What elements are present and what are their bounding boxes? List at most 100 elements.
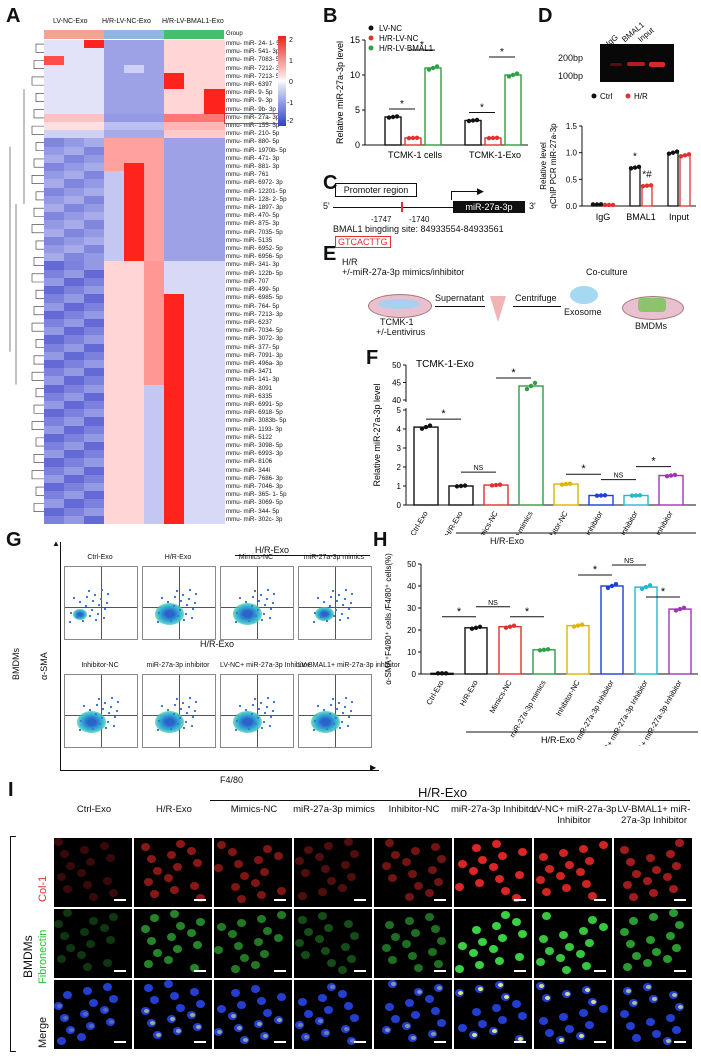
heatmap-cell: [104, 97, 125, 107]
heatmap-cell: [164, 310, 185, 320]
data-point: [506, 74, 512, 79]
heatmap-cell: [104, 286, 125, 295]
row-label: mmu- miR- 880- 5p: [226, 138, 280, 146]
data-point: [458, 483, 464, 489]
heatmap-cell: [104, 220, 125, 230]
heatmap-cell: [144, 327, 165, 336]
data-point: [567, 481, 573, 486]
heatmap-cell: [44, 122, 65, 131]
heatmap-cell: [124, 89, 145, 98]
pos-1747: -1747: [371, 215, 392, 224]
i-cell: [54, 1002, 63, 1010]
dendro-trunk: [9, 89, 25, 385]
data-point: [674, 149, 680, 154]
i-cell: [666, 1014, 675, 1022]
heatmap-cell: [204, 163, 225, 172]
heatmap-cell: [164, 48, 185, 57]
heatmap-cell: [84, 253, 105, 262]
panel-label-h: H: [373, 529, 388, 551]
panel-label-b: B: [323, 5, 338, 27]
heatmap-cell: [144, 97, 165, 107]
heatmap-cell: [124, 302, 145, 312]
e-hr: H/R: [342, 257, 358, 267]
flow-density: [155, 603, 184, 625]
i-cell: [579, 927, 588, 935]
i-colocal: [109, 1020, 114, 1024]
i-cell: [556, 872, 565, 880]
heatmap-cell: [144, 163, 165, 172]
d-legend-label: H/R: [634, 92, 648, 101]
row-label: mmu- miR- 707: [226, 277, 269, 285]
heatmap-cell: [64, 327, 85, 336]
panel-d-chart: 0.0 0.5 1.0 1.5 Relative level qChIP PCR miR-…: [539, 92, 696, 222]
heatmap-cell: [104, 171, 125, 180]
quadrant-line-v: [335, 675, 336, 747]
heatmap-cell: [124, 228, 145, 238]
i-cell: [599, 841, 608, 849]
heatmap-cell: [124, 466, 145, 476]
flow-dot: [270, 716, 272, 718]
heatmap-cell: [44, 40, 65, 49]
d-ytick-label: 0.0: [566, 202, 578, 211]
heatmap-cell: [164, 417, 185, 427]
row-label: mmu- miR- 12201- 5p: [226, 187, 287, 195]
heatmap-cell: [204, 253, 225, 262]
heatmap-cell: [84, 97, 105, 107]
heatmap-cell: [204, 179, 225, 189]
i-cell: [498, 1016, 507, 1024]
i-scale-bar: [354, 1041, 366, 1043]
i-column-header: Ctrl-Exo: [76, 804, 112, 815]
dendro-branch: [33, 503, 44, 512]
heatmap-cell: [164, 286, 185, 295]
flow-dot: [191, 725, 193, 727]
flow-dot: [157, 729, 159, 731]
heatmap-cell: [184, 376, 205, 386]
i-colocal: [57, 1004, 62, 1008]
heatmap-cell: [164, 400, 185, 410]
heatmap-cell: [144, 482, 165, 492]
heatmap-cell: [184, 269, 205, 279]
f-xtick-label: Inhibitor-NC: [542, 509, 570, 535]
heatmap-cell: [64, 425, 85, 435]
flow-dot: [344, 706, 346, 708]
heatmap-cell: [64, 236, 85, 246]
i-scale-bar: [434, 899, 446, 901]
row-label: mmu- miR- 1193- 3p: [226, 425, 283, 433]
heatmap-cell: [124, 212, 145, 221]
i-cell: [103, 983, 112, 991]
heatmap-cell: [44, 466, 65, 476]
heatmap-cell: [104, 138, 125, 148]
i-scale-bar: [194, 1041, 206, 1043]
dendro-branch: [31, 175, 44, 184]
i-cell: [80, 846, 89, 854]
h-xtick-label: Inhibitor-NC: [554, 678, 582, 718]
i-colocal: [243, 1038, 248, 1042]
flow-dot: [317, 705, 319, 707]
data-point: [507, 624, 513, 629]
i-cell: [425, 889, 434, 897]
flow-dot: [263, 721, 265, 723]
flow-density: [233, 711, 262, 733]
heatmap-cell: [124, 113, 145, 123]
i-cell: [341, 861, 350, 869]
heatmap-cell: [164, 499, 185, 509]
flow-dot: [170, 728, 172, 730]
f-sig-label: *: [651, 456, 656, 468]
row-dendrogram: [9, 43, 44, 512]
heatmap-cell: [44, 359, 65, 369]
i-cell: [277, 887, 286, 895]
g-group-top: H/R-Exo: [255, 545, 290, 555]
d-legend-dot: [591, 93, 597, 99]
i-micrograph: [614, 909, 692, 978]
heatmap-cell: [124, 204, 145, 213]
heatmap-cell: [184, 417, 205, 427]
heatmap-cell: [124, 359, 145, 369]
heatmap-cell: [104, 245, 125, 254]
heatmap-cell: [64, 302, 85, 312]
heatmap-cell: [164, 441, 185, 451]
heatmap-cell: [64, 212, 85, 221]
heatmap-cell: [184, 81, 205, 90]
g-yarrow: ▲: [52, 539, 60, 548]
flow-dot: [170, 620, 172, 622]
